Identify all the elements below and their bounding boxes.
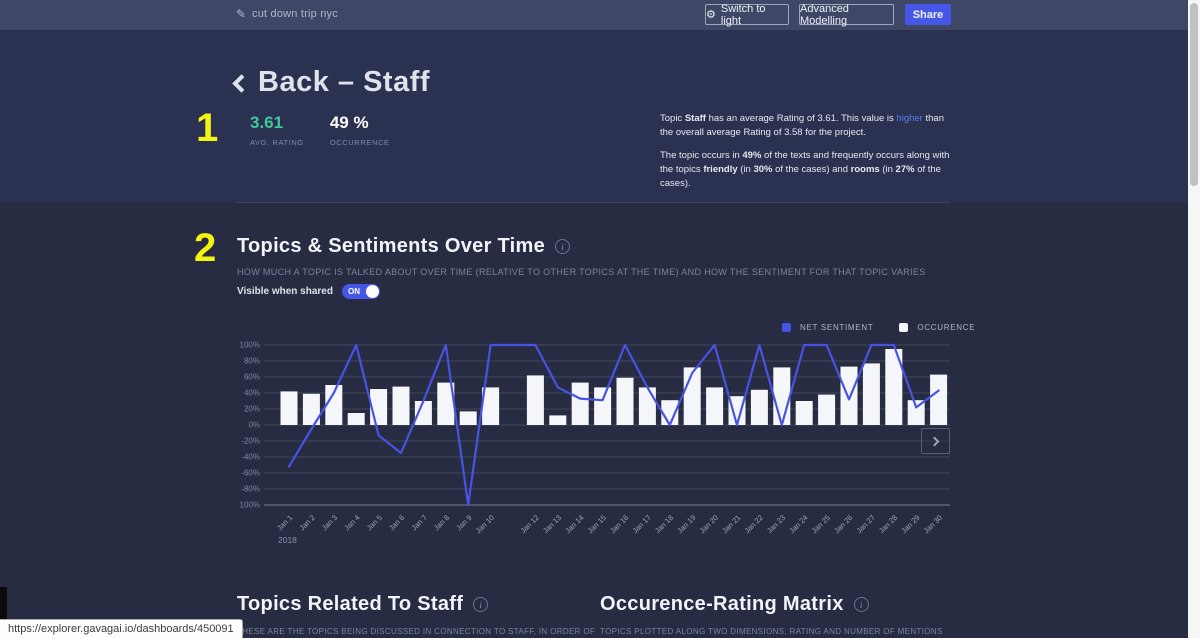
svg-text:Jan 15: Jan 15 [586,513,608,535]
status-url: https://explorer.gavagai.io/dashboards/4… [8,623,234,635]
toggle-state-text: ON [347,287,360,296]
summary-paragraph-2: The topic occurs in 49% of the texts and… [660,149,950,190]
legend-item-net-sentiment[interactable]: NET SENTIMENT [782,323,873,332]
scrollbar-thumb[interactable] [1190,3,1198,186]
svg-text:Jan 29: Jan 29 [899,513,921,535]
svg-text:Jan 21: Jan 21 [720,513,742,535]
occurrence-label: OCCURRENCE [329,138,390,147]
svg-text:Jan 28: Jan 28 [877,513,899,535]
chevron-right-icon [929,436,940,446]
section-number-2: 2 [194,226,217,270]
occurence-rating-matrix-section: Occurence-Rating Matrix TOPICS PLOTTED A… [600,593,1020,636]
svg-text:Jan 23: Jan 23 [765,513,787,535]
gear-icon: ⚙ [706,8,716,21]
svg-text:Jan 27: Jan 27 [855,513,877,535]
occurence-rating-matrix-title: Occurence-Rating Matrix [600,593,844,615]
svg-text:Jan 8: Jan 8 [432,513,451,532]
avg-rating-label: AVG. RATING [250,138,304,147]
topic-stats: 3.61 AVG. RATING 49 % OCCURRENCE [250,113,390,147]
svg-text:Jan 22: Jan 22 [743,513,765,535]
chart-next-button[interactable] [921,428,950,454]
svg-text:Jan 14: Jan 14 [563,513,585,535]
sentiment-section-subtitle: HOW MUCH A TOPIC IS TALKED ABOUT OVER TI… [237,267,926,277]
info-icon[interactable] [853,597,869,612]
svg-text:-20%: -20% [241,437,260,446]
svg-text:60%: 60% [244,373,260,382]
svg-text:Jan 3: Jan 3 [320,513,339,532]
info-icon[interactable] [555,239,571,254]
visible-when-shared-toggle[interactable]: ON [341,284,380,299]
sentiment-section-title: Topics & Sentiments Over Time [237,235,546,257]
sentiment-chart[interactable]: 100% 80% 60% 40% 20% 0% -20% -40% -60% -80% -100% J… [240,338,955,553]
svg-text:Jan 2: Jan 2 [297,513,316,532]
section-number-1: 1 [196,106,219,150]
svg-text:100%: 100% [240,341,260,350]
svg-text:Jan 9: Jan 9 [454,513,473,532]
edit-icon: ✎ [236,7,247,21]
svg-text:Jan 25: Jan 25 [810,513,832,535]
chevron-left-icon [232,74,251,93]
svg-text:-80%: -80% [241,485,260,494]
occurrence-stat: 49 % OCCURRENCE [330,113,390,147]
hero-band [0,30,1188,202]
legend-item-occurence[interactable]: OCCURENCE [899,323,975,332]
switch-to-light-button[interactable]: ⚙ Switch to light [705,2,789,27]
section-divider [235,202,950,203]
share-label: Share [912,8,944,21]
share-button[interactable]: Share [905,4,951,25]
svg-text:Jan 19: Jan 19 [675,513,697,535]
back-button[interactable]: Back – Staff [232,66,431,99]
svg-text:-60%: -60% [241,469,260,478]
visible-when-shared-label: Visible when shared [237,286,333,297]
topbar: ✎ cut down trip nyc ⚙ Switch to light Ad… [0,0,1200,30]
summary-paragraph-1: Topic Staff has an average Rating of 3.6… [660,113,944,139]
svg-text:Jan 30: Jan 30 [922,513,944,535]
svg-text:Jan 4: Jan 4 [342,513,361,532]
svg-text:Jan 1: Jan 1 [275,513,294,532]
advanced-modelling-label: Advanced Modelling [800,2,849,27]
svg-text:Jan 24: Jan 24 [787,513,809,535]
svg-text:20%: 20% [244,405,260,414]
occurence-label: OCCURENCE [917,323,976,332]
switch-to-light-label: Switch to light [720,2,766,27]
info-icon[interactable] [473,597,489,612]
svg-text:2018: 2018 [278,535,297,545]
occurence-rating-matrix-subtitle: TOPICS PLOTTED ALONG TWO DIMENSIONS, RAT… [600,627,943,636]
page-title: Back – Staff [258,66,431,98]
advanced-modelling-button[interactable]: Advanced Modelling [799,2,894,27]
avg-rating-stat: 3.61 AVG. RATING [250,113,304,147]
svg-text:Jan 16: Jan 16 [608,513,630,535]
svg-text:0%: 0% [248,421,260,430]
svg-text:-100%: -100% [240,501,260,510]
svg-text:Jan 12: Jan 12 [519,513,541,535]
occurence-swatch [899,323,909,332]
net-sentiment-swatch [782,323,791,332]
toggle-knob [365,285,379,298]
svg-text:Jan 7: Jan 7 [409,513,428,532]
occurrence-value: 49 % [329,113,369,132]
svg-text:Jan 5: Jan 5 [365,513,384,532]
svg-text:80%: 80% [244,357,260,366]
left-edge-artifact [0,587,7,620]
avg-rating-value: 3.61 [250,113,284,132]
svg-text:Jan 10: Jan 10 [474,513,496,535]
svg-text:-40%: -40% [241,453,260,462]
related-topics-subtitle: THESE ARE THE TOPICS BEING DISCUSSED IN … [237,627,596,636]
project-name[interactable]: cut down trip nyc [252,8,338,20]
related-topics-section: Topics Related To Staff THESE ARE THE TO… [237,593,597,636]
svg-text:Jan 6: Jan 6 [387,513,406,532]
svg-text:Jan 26: Jan 26 [832,513,854,535]
svg-text:Jan 13: Jan 13 [541,513,563,535]
related-topics-title: Topics Related To Staff [237,593,464,615]
svg-text:Jan 18: Jan 18 [653,513,675,535]
svg-text:40%: 40% [244,389,260,398]
status-bar: https://explorer.gavagai.io/dashboards/4… [0,619,243,638]
chart-legend: NET SENTIMENT OCCURENCE [782,323,975,332]
topic-summary: Topic Staff has an average Rating of 3.6… [660,112,952,191]
net-sentiment-label: NET SENTIMENT [800,323,874,332]
svg-text:Jan 20: Jan 20 [698,513,720,535]
svg-text:Jan 17: Jan 17 [631,513,653,535]
